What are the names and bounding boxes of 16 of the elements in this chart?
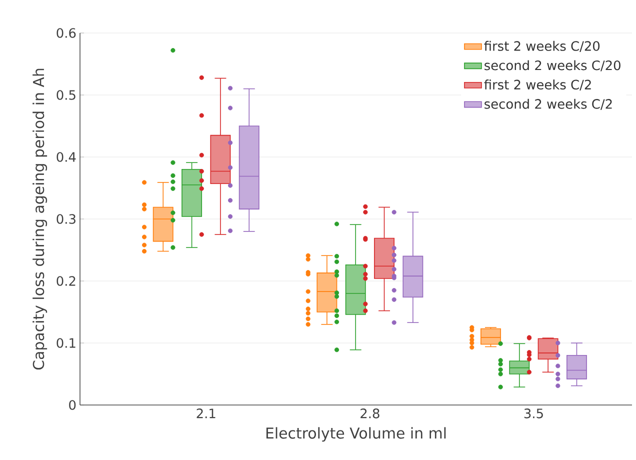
y-tick-label: 0 bbox=[69, 400, 76, 410]
y-tick-label: 0.1 bbox=[56, 338, 76, 348]
y-axis-title: Capacity loss during ageing period in Ah bbox=[32, 68, 48, 370]
legend-label: second 2 weeks C/2 bbox=[484, 98, 612, 110]
x-axis-title: Electrolyte Volume in ml bbox=[266, 427, 446, 442]
y-tick-label: 0.3 bbox=[56, 214, 76, 224]
legend-label: first 2 weeks C/2 bbox=[484, 80, 591, 91]
x-tick-label: 2.8 bbox=[360, 408, 380, 418]
y-tick-label: 0.6 bbox=[56, 28, 76, 38]
y-tick-label: 0.5 bbox=[56, 90, 76, 100]
y-tick-label: 0.2 bbox=[56, 276, 76, 286]
legend-label: second 2 weeks C/20 bbox=[484, 60, 620, 72]
legend-label: first 2 weeks C/20 bbox=[484, 40, 600, 52]
x-tick-label: 3.5 bbox=[524, 408, 543, 418]
x-tick-label: 2.1 bbox=[196, 408, 216, 418]
y-tick-label: 0.4 bbox=[56, 152, 76, 162]
